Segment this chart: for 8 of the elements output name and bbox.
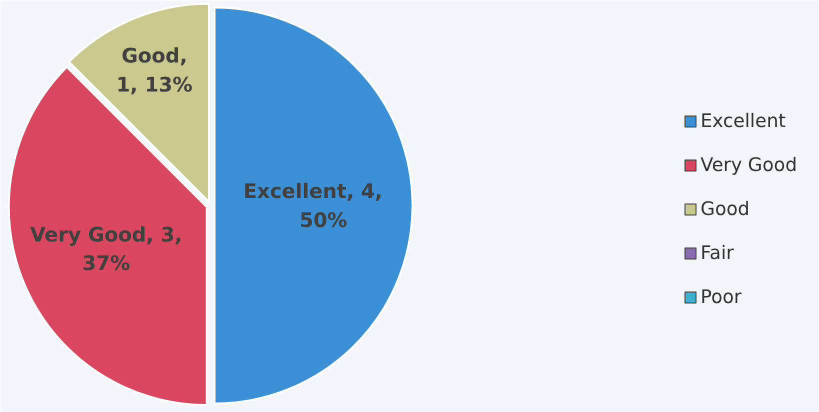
legend-label: Very Good bbox=[700, 155, 798, 176]
legend-label: Fair bbox=[700, 243, 734, 264]
data-label: Very Good, 3, 37% bbox=[30, 222, 182, 276]
data-label: Good, 1, 13% bbox=[116, 44, 193, 96]
legend-label: Good bbox=[700, 199, 750, 220]
legend-label: Poor bbox=[700, 287, 742, 308]
legend-label: Excellent bbox=[700, 111, 786, 132]
data-label: Excellent, 4, 50% bbox=[243, 179, 383, 232]
